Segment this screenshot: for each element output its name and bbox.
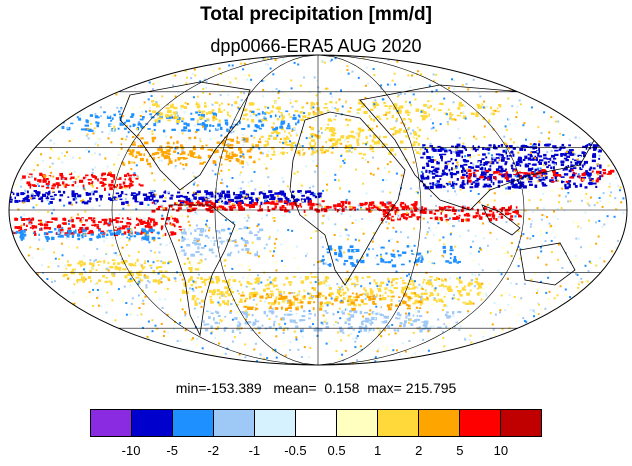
colorbar-tick-label: -0.5 — [284, 443, 307, 458]
coastline — [289, 111, 406, 286]
colorbar-tick-label: 5 — [456, 443, 464, 458]
colorbar-box — [214, 410, 255, 436]
colorbar-box — [419, 410, 460, 436]
colorbar-tick-labels: -10 -5 -2 -1 -0.5 0.5 1 2 5 10 — [90, 443, 542, 459]
colorbar-box — [460, 410, 501, 436]
coastline — [119, 81, 251, 191]
mean-value: 0.158 — [324, 380, 360, 396]
coastline — [481, 204, 521, 236]
colorbar-tick-label: -1 — [248, 443, 261, 458]
map-subtitle: dpp0066-ERA5 AUG 2020 — [210, 36, 422, 56]
graticule — [9, 55, 627, 365]
colorbar — [90, 409, 542, 437]
field-statistics: min=-153.389 mean= 0.158 max= 215.795 — [0, 380, 632, 396]
colorbar-tick-label: -2 — [207, 443, 220, 458]
colorbar-box — [501, 410, 541, 436]
max-label: max= — [367, 380, 402, 396]
colorbar-box — [378, 410, 419, 436]
colorbar-tick-label: 2 — [415, 443, 423, 458]
colorbar-box — [132, 410, 173, 436]
coastline — [164, 204, 236, 337]
max-value: 215.795 — [405, 380, 457, 396]
colorbar-tick-label: 1 — [374, 443, 382, 458]
min-value: -153.389 — [206, 380, 262, 396]
colorbar-tick-label: -10 — [121, 443, 141, 458]
colorbar-box — [296, 410, 337, 436]
colorbar-box — [173, 410, 214, 436]
map-border — [8, 54, 628, 366]
colorbar-box — [255, 410, 296, 436]
colorbar-tick-label: -5 — [166, 443, 178, 458]
colorbar-tick-label: 0.5 — [327, 443, 346, 458]
coastline — [519, 242, 576, 286]
colorbar-tick-label: 10 — [493, 443, 509, 458]
colorbar-box — [337, 410, 378, 436]
min-label: min= — [175, 380, 207, 396]
colorbar-box — [91, 410, 132, 436]
map-title: Total precipitation [mm/d] — [200, 4, 432, 25]
mean-label: mean= — [273, 380, 317, 396]
